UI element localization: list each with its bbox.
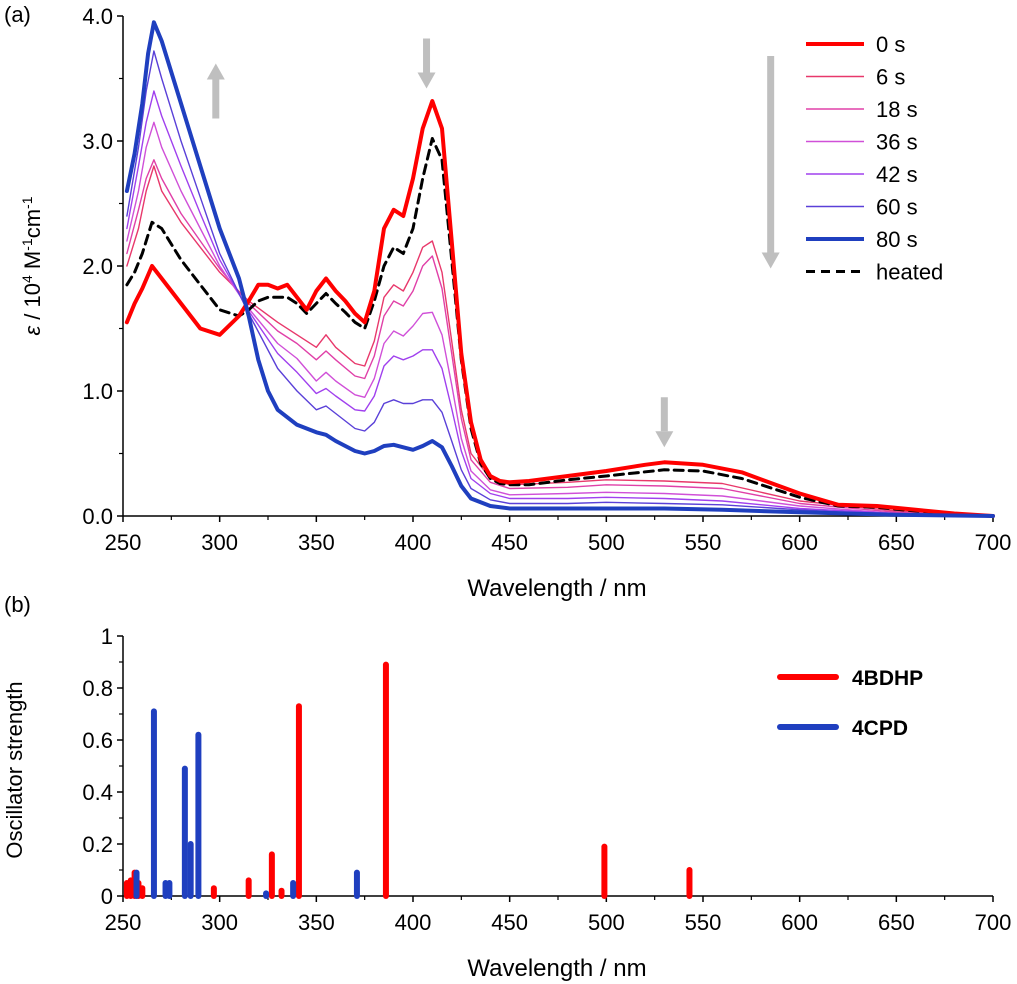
- y-label-part: cm: [20, 209, 45, 238]
- x-tick-label: 550: [685, 910, 722, 935]
- x-tick-label: 450: [491, 530, 528, 555]
- panel-a-label: (a): [4, 2, 31, 27]
- y-tick-label: 0.4: [82, 780, 113, 805]
- y-tick-label: 2.0: [82, 254, 113, 279]
- series-line-60-s: [126, 50, 994, 517]
- x-tick-label: 350: [298, 530, 335, 555]
- panel-a: (a) 0.0 1.0 2.0 3.0 4.0 250 300 350 400 450 500 550…: [4, 2, 1011, 602]
- legend-label: 42 s: [876, 162, 918, 187]
- series-line-42-s: [126, 90, 994, 517]
- series-line-heated: [125, 137, 995, 518]
- panel-a-x-axis-label: Wavelength / nm: [467, 575, 646, 602]
- series-line-0-s: [124, 99, 995, 518]
- series-line-36-s: [126, 121, 994, 517]
- y-label-sup: -1: [19, 196, 35, 209]
- legend-label: 80 s: [876, 227, 918, 252]
- x-tick-label: 650: [878, 530, 915, 555]
- series-line-80-s: [124, 20, 995, 518]
- x-tick-label: 300: [201, 530, 238, 555]
- panel-b-legend: 4BDHP 4CPD: [777, 667, 923, 740]
- epsilon-symbol: ε: [20, 325, 45, 335]
- x-tick-label: 450: [491, 910, 528, 935]
- legend-label: heated: [876, 260, 943, 285]
- x-tick-label: 600: [781, 530, 818, 555]
- legend-label: 18 s: [876, 97, 918, 122]
- y-label-sup: -1: [19, 238, 35, 251]
- x-tick-label: 700: [975, 530, 1012, 555]
- x-tick-label: 300: [201, 910, 238, 935]
- x-tick-label: 650: [878, 910, 915, 935]
- legend-label: 0 s: [876, 32, 905, 57]
- trend-arrow-head: [761, 252, 780, 269]
- panel-b-label: (b): [4, 592, 31, 617]
- y-tick-label: 1.0: [82, 379, 113, 404]
- x-tick-label: 700: [975, 910, 1012, 935]
- panel-b-y-axis-label: Oscillator strength: [2, 681, 27, 858]
- panel-a-axes: 0.0 1.0 2.0 3.0 4.0 250 300 350 400 450 500 550 600 6…: [82, 4, 1011, 555]
- legend-label: 4BDHP: [852, 667, 923, 690]
- panel-b: (b) 0 0.2 0.4 0.6 0.8 1 250 300 350 400 450 500 550 6…: [2, 592, 1011, 982]
- y-tick-label: 0.6: [82, 728, 113, 753]
- series-line-6-s: [126, 165, 994, 517]
- panel-a-legend: 0 s 6 s 18 s 36 s 42 s 60 s 80 s heated: [806, 32, 943, 285]
- x-tick-label: 500: [588, 530, 625, 555]
- trend-arrow-head: [417, 72, 436, 89]
- y-tick-label: 3.0: [82, 129, 113, 154]
- legend-label: 36 s: [876, 130, 918, 155]
- x-tick-label: 350: [298, 910, 335, 935]
- x-tick-label: 600: [781, 910, 818, 935]
- x-tick-label: 400: [395, 530, 432, 555]
- y-tick-label: 0.0: [82, 504, 113, 529]
- x-tick-label: 250: [105, 530, 142, 555]
- y-label-part: M: [20, 251, 45, 275]
- panel-a-y-axis-label: ε / 104 M-1cm-1: [19, 196, 45, 335]
- x-tick-label: 400: [395, 910, 432, 935]
- y-label-part: / 10: [20, 283, 45, 326]
- legend-label: 60 s: [876, 195, 918, 220]
- legend-label: 4CPD: [852, 717, 908, 740]
- x-tick-label: 550: [685, 530, 722, 555]
- series-line-18-s: [126, 159, 994, 517]
- y-tick-label: 0: [101, 884, 113, 909]
- panel-a-series: [124, 20, 995, 518]
- panel-b-bars: [123, 661, 693, 899]
- trend-arrow-head: [655, 431, 674, 448]
- panel-a-arrows: [206, 38, 780, 448]
- y-tick-label: 1: [101, 624, 113, 649]
- legend-label: 6 s: [876, 65, 905, 90]
- y-tick-label: 4.0: [82, 4, 113, 29]
- x-tick-label: 500: [588, 910, 625, 935]
- panel-b-x-axis-label: Wavelength / nm: [467, 955, 646, 982]
- y-tick-label: 0.8: [82, 676, 113, 701]
- y-tick-label: 0.2: [82, 832, 113, 857]
- y-label-sup: 4: [19, 275, 35, 283]
- x-tick-label: 250: [105, 910, 142, 935]
- trend-arrow-head: [206, 63, 225, 80]
